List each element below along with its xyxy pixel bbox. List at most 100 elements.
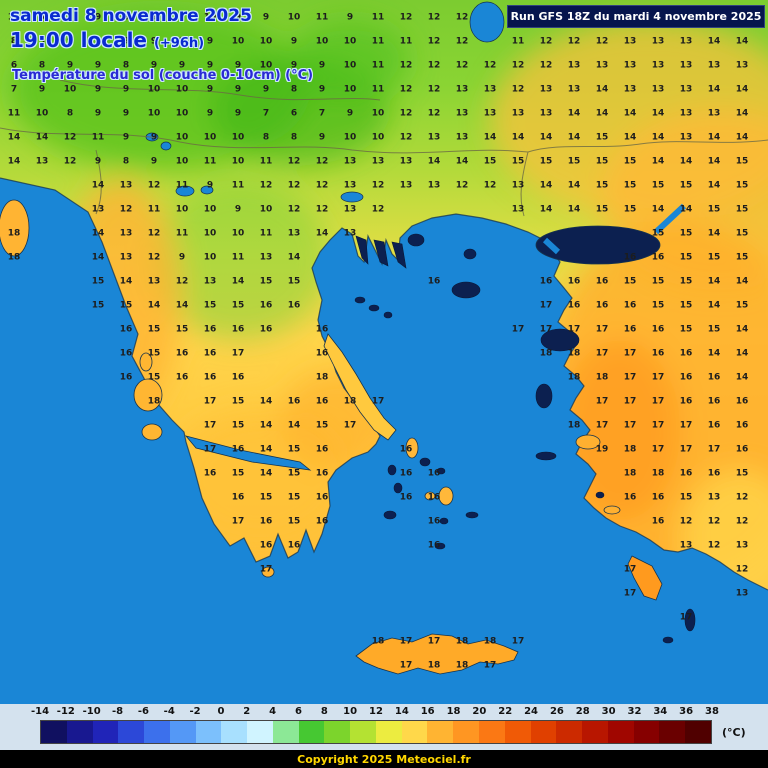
- temp-value: 17: [399, 660, 413, 671]
- temp-value: 12: [399, 60, 413, 71]
- temp-value: 15: [287, 468, 301, 479]
- temp-value: 16: [231, 492, 245, 503]
- temp-value: 10: [343, 60, 357, 71]
- temp-value: 16: [427, 276, 441, 287]
- temp-value: 14: [707, 132, 721, 143]
- crete-island: [355, 633, 519, 675]
- temp-value: 13: [343, 156, 357, 167]
- temp-value: 16: [651, 516, 665, 527]
- samothraki-island: [463, 248, 477, 260]
- legend-color-cell: [272, 721, 299, 743]
- temp-value: 16: [315, 348, 329, 359]
- sea-of-marmara: [535, 225, 661, 265]
- legend-color-cell: [401, 721, 428, 743]
- chalkidiki-finger: [355, 235, 369, 265]
- forecast-offset: (+96h): [153, 36, 205, 51]
- temp-value: 16: [623, 492, 637, 503]
- temp-value: 10: [343, 132, 357, 143]
- legend-tick: 2: [243, 706, 251, 717]
- limnos-island: [451, 281, 481, 299]
- temp-value: 16: [651, 324, 665, 335]
- temp-value: 13: [623, 84, 637, 95]
- temp-value: 9: [178, 60, 186, 71]
- temp-value: 14: [707, 36, 721, 47]
- temp-value: 10: [203, 228, 217, 239]
- legend-tick: 18: [446, 706, 461, 717]
- temp-value: 16: [707, 372, 721, 383]
- temp-value: 17: [539, 324, 553, 335]
- temp-value: 9: [94, 84, 102, 95]
- temp-value: 12: [511, 60, 525, 71]
- temp-value: 16: [735, 444, 749, 455]
- temp-value: 9: [206, 36, 214, 47]
- temp-value: 8: [66, 108, 74, 119]
- temp-value: 17: [623, 588, 637, 599]
- temp-value: 12: [427, 84, 441, 95]
- temp-value: 15: [287, 276, 301, 287]
- legend-color-cell: [375, 721, 402, 743]
- temp-value: 12: [567, 36, 581, 47]
- temp-value: 14: [735, 84, 749, 95]
- temp-value: 10: [343, 36, 357, 47]
- temp-value: 17: [623, 564, 637, 575]
- legend-color-cell: [195, 721, 222, 743]
- rhodes-island: [627, 555, 663, 601]
- temp-value: 17: [231, 348, 245, 359]
- temp-value: 17: [399, 636, 413, 647]
- temp-value: 18: [623, 468, 637, 479]
- temp-value: 14: [595, 108, 609, 119]
- temp-value: 9: [206, 60, 214, 71]
- temp-value: 17: [343, 420, 357, 431]
- temp-value: 11: [371, 60, 385, 71]
- temp-value: 9: [38, 84, 46, 95]
- temp-value: 12: [455, 60, 469, 71]
- legend-tick: 10: [343, 706, 358, 717]
- temp-value: 15: [511, 156, 525, 167]
- temp-value: 16: [259, 300, 273, 311]
- temp-value: 17: [595, 324, 609, 335]
- temp-value: 15: [539, 156, 553, 167]
- temp-value: 16: [539, 276, 553, 287]
- temp-value: 14: [539, 204, 553, 215]
- temp-value: 17: [203, 420, 217, 431]
- temp-value: 12: [287, 180, 301, 191]
- temp-value: 14: [567, 108, 581, 119]
- temp-value: 14: [651, 108, 665, 119]
- temp-value: 14: [119, 276, 133, 287]
- temp-value: 12: [707, 540, 721, 551]
- temp-value: 9: [122, 84, 130, 95]
- temp-value: 12: [455, 36, 469, 47]
- legend-tick: 30: [601, 706, 616, 717]
- temp-value: 9: [234, 12, 242, 23]
- temp-value: 14: [735, 108, 749, 119]
- temp-value: 11: [371, 36, 385, 47]
- temperature-grid: 10 9 8 9 8 9 9 10 9 9 10 11 9 11 12 12 12 8 9 9 8 9 9 8 9 10 10 9 10…: [8, 12, 749, 671]
- temp-value: 16: [119, 348, 133, 359]
- temp-value: 10: [259, 36, 273, 47]
- temp-value: 16: [315, 516, 329, 527]
- temp-value: 14: [679, 204, 693, 215]
- temp-value: 15: [259, 492, 273, 503]
- legend-tick: 24: [524, 706, 539, 717]
- temp-value: 14: [259, 396, 273, 407]
- temp-value: 9: [234, 204, 242, 215]
- temp-value: 16: [287, 300, 301, 311]
- kos-island: [603, 505, 621, 515]
- temp-value: 15: [259, 276, 273, 287]
- temp-value: 14: [595, 84, 609, 95]
- temp-value: 13: [119, 228, 133, 239]
- temp-value: 16: [175, 348, 189, 359]
- temp-value: 15: [231, 300, 245, 311]
- legend-color-cell: [607, 721, 634, 743]
- temp-value: 17: [511, 324, 525, 335]
- temp-value: 12: [371, 204, 385, 215]
- temp-value: 15: [595, 204, 609, 215]
- temp-value: 16: [707, 420, 721, 431]
- temp-value: 14: [567, 132, 581, 143]
- color-scale-legend: -14 -12 -10 -8 -6 -4 -2 0 2 4 6 8 10 12 14 16 18 20 22 24 26…: [0, 704, 768, 768]
- temp-value: 14: [539, 132, 553, 143]
- temp-value: 17: [651, 444, 665, 455]
- lakes: [145, 1, 505, 203]
- temp-value: 13: [371, 156, 385, 167]
- temp-value: 14: [735, 132, 749, 143]
